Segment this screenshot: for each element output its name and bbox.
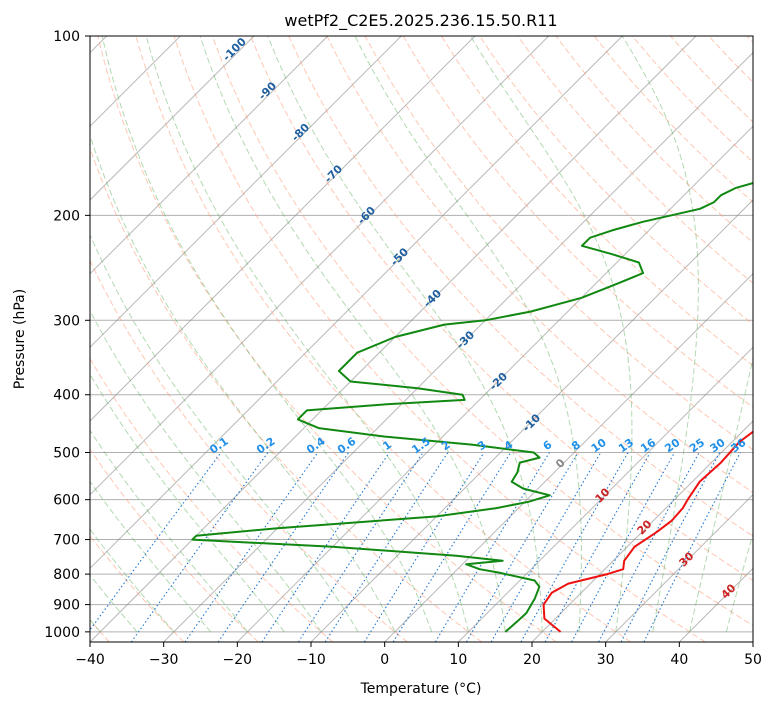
y-tick-label: 300 [53, 313, 80, 329]
x-axis-label: Temperature (°C) [360, 681, 482, 697]
x-tick-label: 0 [380, 652, 389, 668]
x-tick-label: −10 [296, 652, 326, 668]
x-tick-label: 20 [523, 652, 541, 668]
y-tick-label: 800 [53, 567, 80, 583]
x-tick-label: −40 [75, 652, 105, 668]
chart-title: wetPf2_C2E5.2025.236.15.50.R11 [284, 11, 557, 31]
x-tick-label: −30 [149, 652, 179, 668]
y-tick-label: 700 [53, 533, 80, 549]
x-tick-label: 10 [449, 652, 467, 668]
y-tick-label: 100 [53, 29, 80, 45]
x-tick-label: −20 [223, 652, 253, 668]
x-tick-label: 30 [597, 652, 615, 668]
y-tick-label: 600 [53, 493, 80, 509]
y-tick-label: 900 [53, 598, 80, 614]
y-axis-label: Pressure (hPa) [12, 289, 28, 389]
x-tick-label: 50 [744, 652, 762, 668]
y-tick-label: 500 [53, 445, 80, 461]
x-tick-label: 40 [670, 652, 688, 668]
y-tick-label: 400 [53, 388, 80, 404]
y-tick-label: 1000 [44, 625, 80, 641]
y-tick-label: 200 [53, 208, 80, 224]
